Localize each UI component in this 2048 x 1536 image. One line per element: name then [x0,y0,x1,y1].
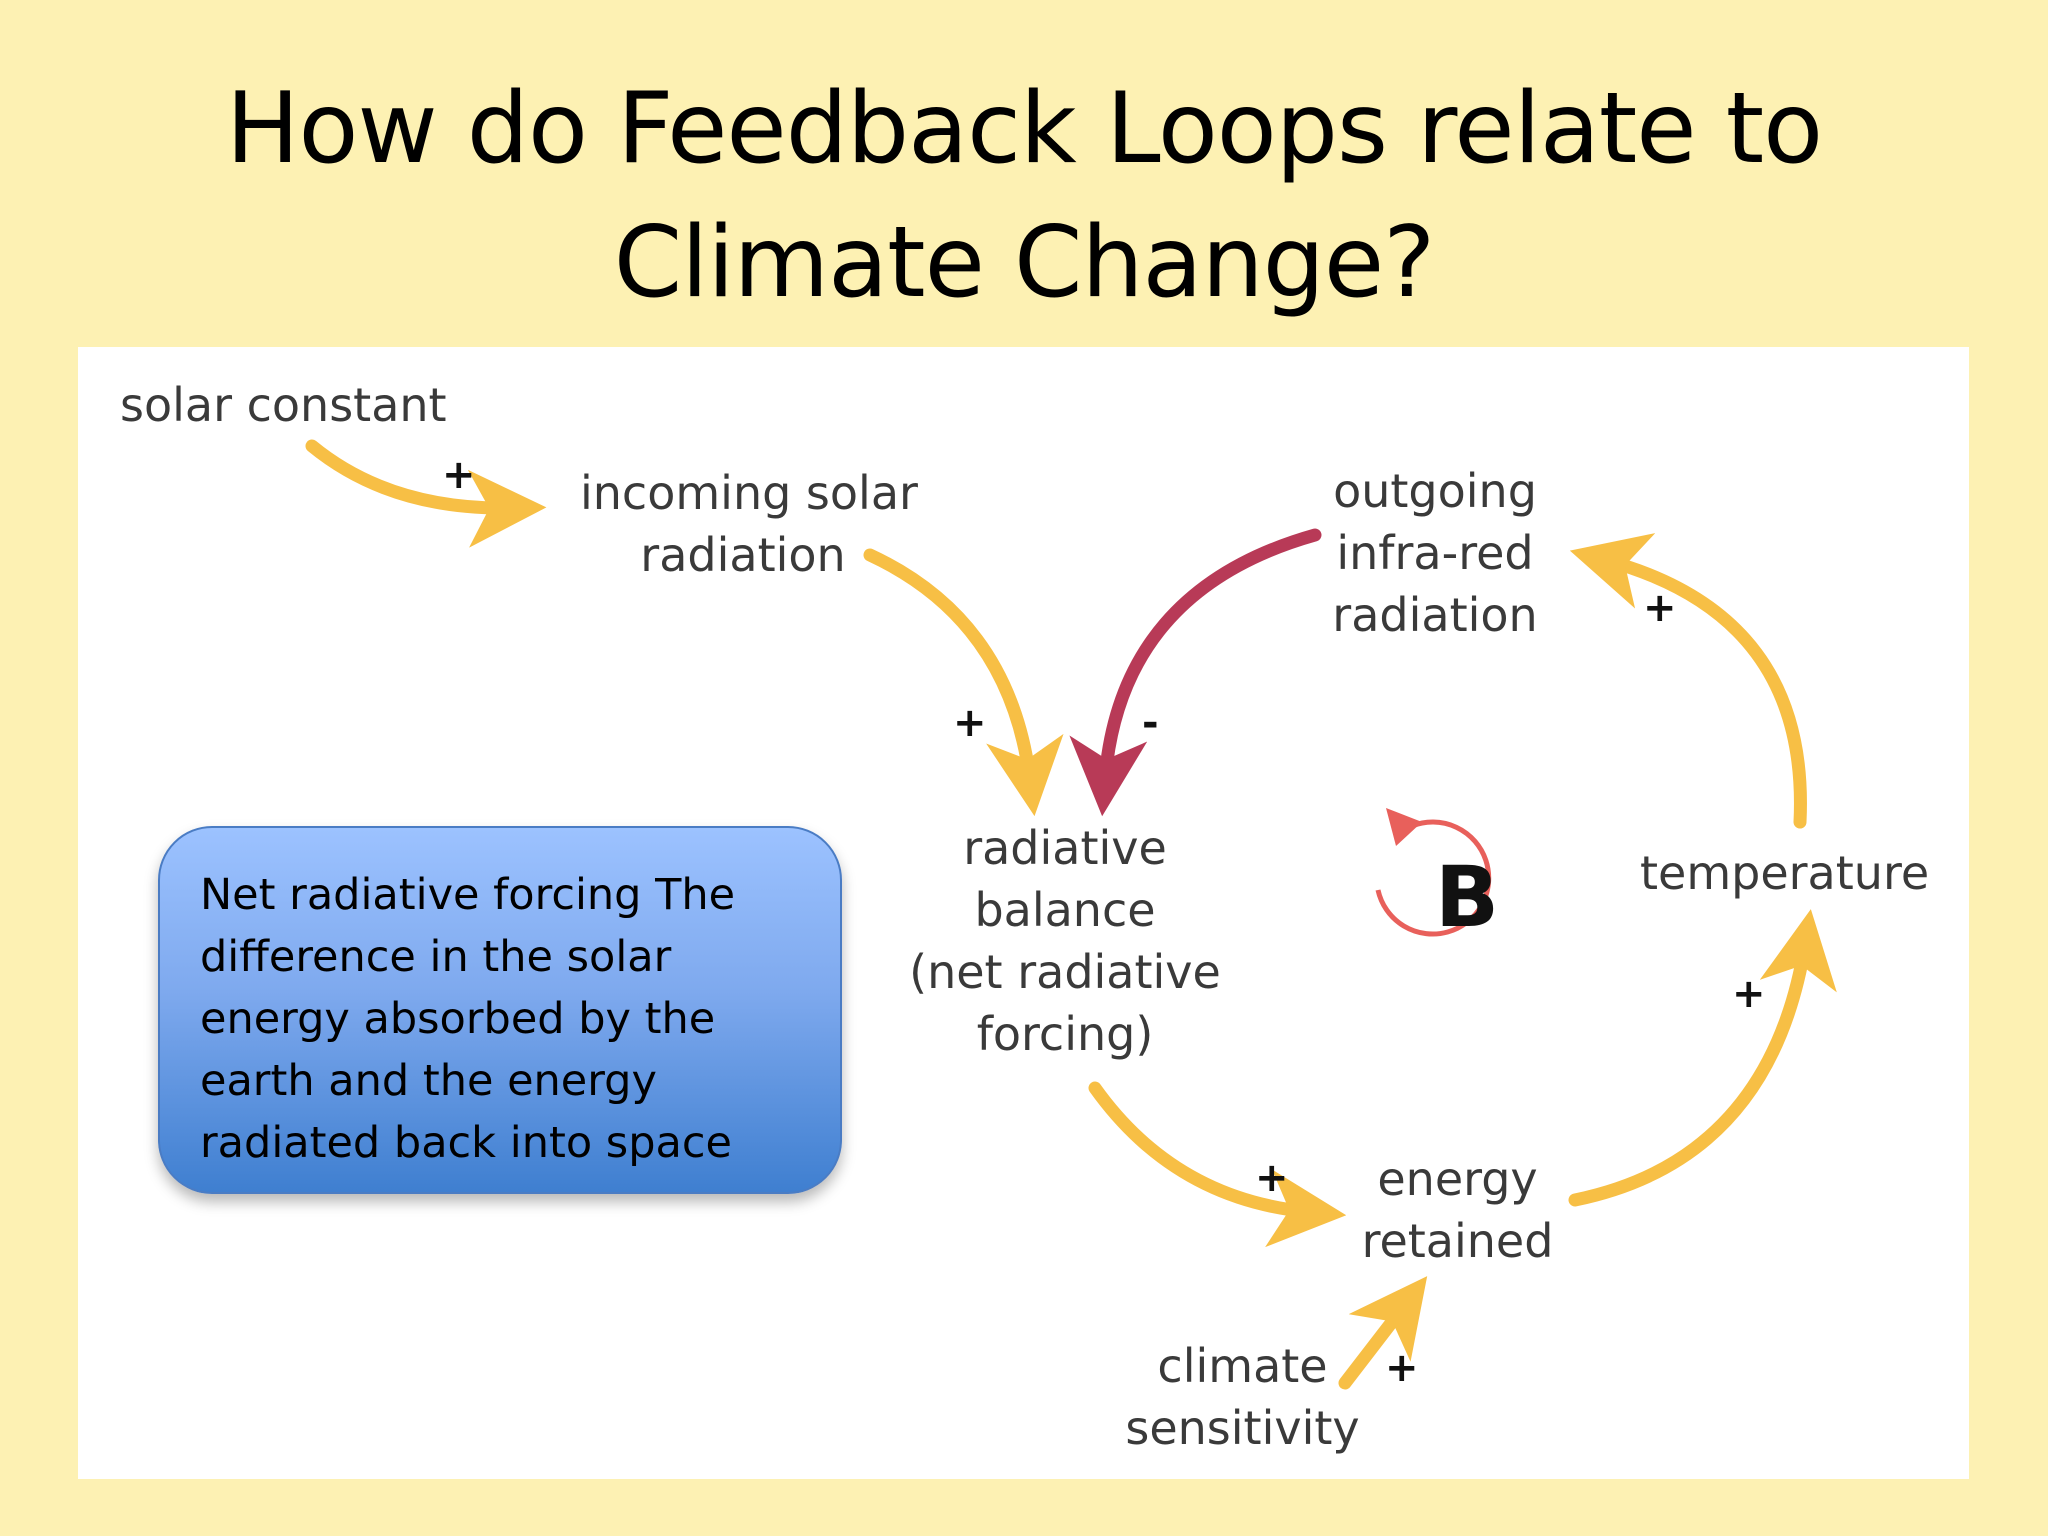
arrow-climate-to-energy [1338,1276,1428,1390]
balancing-loop-label: B [1435,848,1500,946]
outgoing-line-3: radiation [1332,588,1538,642]
polarity-outgoing-radiative: - [1142,700,1159,746]
radiative-line-3: (net radiative [909,945,1221,999]
title-line-1: How do Feedback Loops relate to [225,72,1823,186]
polarity-incoming-radiative: + [953,700,987,746]
loop-arrowhead [1386,808,1422,846]
outgoing-line-2: infra-red [1336,526,1534,580]
polarity-radiative-energy: + [1255,1155,1289,1201]
polarity-solar-incoming: + [442,452,476,498]
node-solar-constant: solar constant [120,378,447,432]
node-incoming-solar-radiation: incoming solar radiation [580,462,918,586]
incoming-line-1: incoming solar [580,466,918,520]
node-temperature: temperature [1640,846,1930,900]
arrow-temperature-to-outgoing [1569,533,1807,829]
definition-callout: Net radiative forcing The difference in … [158,826,842,1194]
outgoing-line-1: outgoing [1333,464,1537,518]
energy-line-2: retained [1361,1214,1554,1268]
polarity-climate-energy: + [1385,1345,1419,1391]
radiative-line-2: balance [974,883,1156,937]
arrow-incoming-to-radiative [863,548,1064,817]
node-energy-retained: energy retained [1345,1148,1570,1272]
slide-title: How do Feedback Loops relate to Climate … [0,62,2048,330]
arrow-solar-to-incoming [305,439,547,548]
callout-text: Net radiative forcing The difference in … [200,870,736,1168]
polarity-temperature-outgoing: + [1643,585,1677,631]
arrow-outgoing-to-radiative [1069,528,1322,817]
energy-line-1: energy [1377,1152,1538,1206]
radiative-line-1: radiative [963,821,1167,875]
node-climate-sensitivity: climate sensitivity [1125,1335,1360,1459]
arrow-energy-to-temperature [1568,909,1837,1207]
incoming-line-2: radiation [640,528,846,582]
climate-line-1: climate [1157,1339,1328,1393]
title-line-2: Climate Change? [613,206,1436,320]
node-radiative-balance: radiative balance (net radiative forcing… [895,817,1235,1065]
climate-line-2: sensitivity [1125,1401,1360,1455]
arrow-radiative-to-energy [1088,1081,1347,1248]
node-outgoing-infrared-radiation: outgoing infra-red radiation [1315,460,1555,646]
polarity-energy-temperature: + [1732,971,1766,1017]
radiative-line-4: forcing) [976,1007,1154,1061]
loop-circle-arrow [1375,819,1492,937]
